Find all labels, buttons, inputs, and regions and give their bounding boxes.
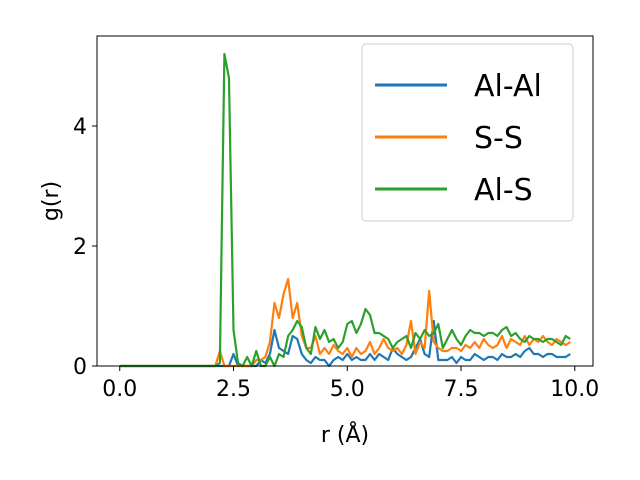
y-axis: 0 2 4 [73,115,97,380]
x-tick-label: 2.5 [216,377,251,402]
y-axis-label: g(r) [39,181,64,221]
series-line-s-s [119,277,571,368]
x-tick-label: 0.0 [102,377,137,402]
y-tick-label: 4 [73,115,87,140]
y-tick-label: 2 [73,235,87,260]
series-line-al-al [119,319,571,368]
x-axis-label: r (Å) [321,421,369,448]
legend-label-s-s: S-S [474,121,523,156]
legend: Al-Al S-S Al-S [361,43,574,222]
plot-frame [96,35,594,367]
x-tick-label: 5.0 [330,377,365,402]
y-tick-label: 0 [73,355,87,380]
x-tick-label: 7.5 [444,377,479,402]
legend-box [361,43,574,222]
x-tick-label: 10.0 [550,377,599,402]
x-axis: 0.0 2.5 5.0 7.5 10.0 [102,366,599,402]
legend-label-al-s: Al-S [474,173,533,208]
legend-label-al-al: Al-Al [474,69,542,104]
